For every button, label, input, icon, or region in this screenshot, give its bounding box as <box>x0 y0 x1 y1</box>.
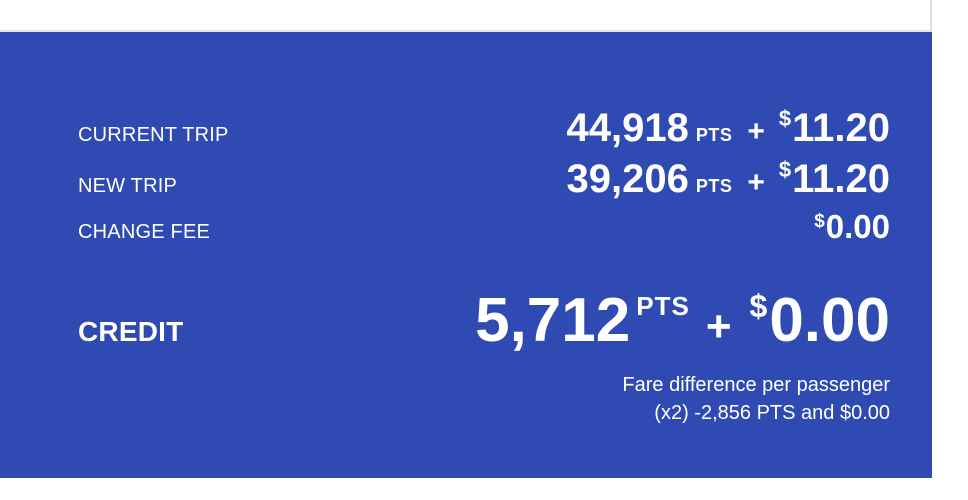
dollar-sign: $ <box>778 157 792 182</box>
plus-sign: + <box>705 302 732 351</box>
points-unit-label: PTS <box>695 125 733 145</box>
current-trip-amount: 11.20 <box>792 106 890 150</box>
credit-row: CREDIT 5,712 PTS + $0.00 <box>78 285 890 361</box>
points-unit-label: PTS <box>636 291 690 321</box>
credit-amount: 0.00 <box>769 286 890 355</box>
fare-difference-line2: (x2) -2,856 PTS and $0.00 <box>654 402 890 424</box>
dollar-sign: $ <box>778 106 792 131</box>
new-trip-points: 39,206 <box>566 157 689 201</box>
change-fee-label: CHANGE FEE <box>78 221 211 243</box>
points-unit-label: PTS <box>695 176 733 196</box>
plus-sign: + <box>747 166 765 199</box>
new-trip-amount: 11.20 <box>792 157 890 201</box>
new-trip-label: NEW TRIP <box>78 175 178 197</box>
plus-sign: + <box>747 115 765 148</box>
credit-points: 5,712 <box>475 286 631 355</box>
change-fee-row: CHANGE FEE $0.00 <box>78 208 890 259</box>
new-trip-row: NEW TRIP 39,206 PTS + $11.20 <box>78 157 890 208</box>
current-trip-label: CURRENT TRIP <box>78 124 229 146</box>
credit-value: 5,712 PTS + $0.00 <box>475 285 890 356</box>
card-top-whitespace <box>0 0 932 32</box>
fare-change-summary-panel: CURRENT TRIP 44,918 PTS + $11.20 NEW TRIP 3… <box>0 32 932 478</box>
fare-difference-footnote: Fare difference per passenger (x2) -2,85… <box>78 371 890 427</box>
current-trip-points: 44,918 <box>566 106 689 150</box>
change-fee-value: $0.00 <box>814 208 890 246</box>
credit-label: CREDIT <box>78 316 184 347</box>
current-trip-value: 44,918 PTS + $11.20 <box>566 106 890 151</box>
dollar-sign: $ <box>749 288 768 324</box>
dollar-sign: $ <box>814 211 825 232</box>
new-trip-value: 39,206 PTS + $11.20 <box>566 157 890 202</box>
change-fee-amount: 0.00 <box>825 208 890 245</box>
fare-difference-line1: Fare difference per passenger <box>622 374 890 396</box>
current-trip-row: CURRENT TRIP 44,918 PTS + $11.20 <box>78 106 890 157</box>
